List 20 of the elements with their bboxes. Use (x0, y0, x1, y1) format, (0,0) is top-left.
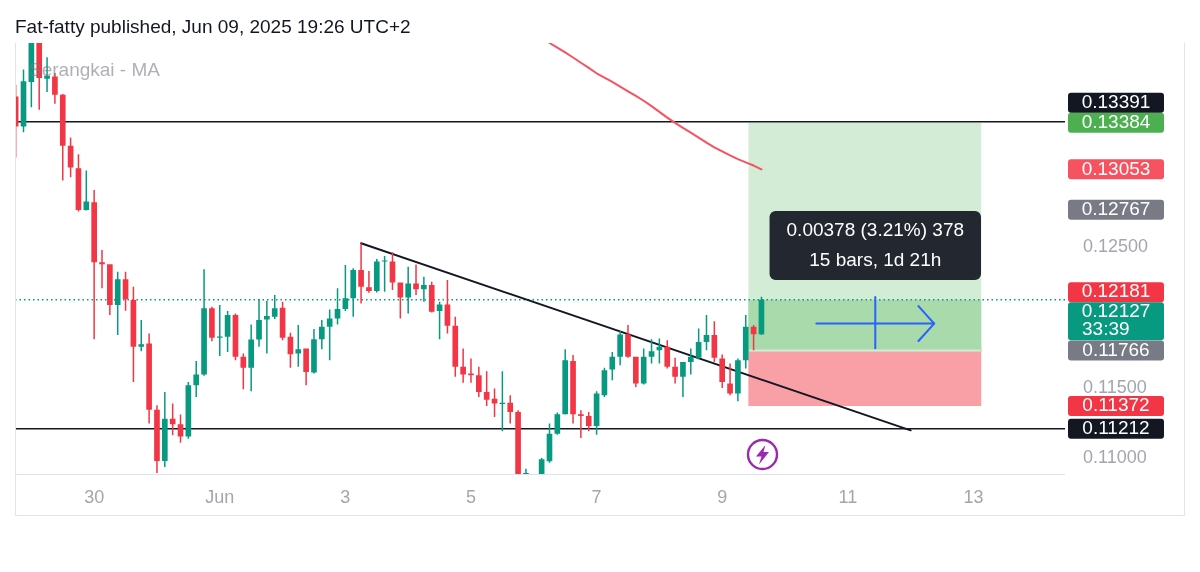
x-tick-label: 9 (717, 486, 728, 507)
y2-tick-label: 0.12767 (1081, 197, 1151, 219)
x-tick-label: 11 (838, 486, 858, 507)
y-tick-label: 0.11000 (1083, 447, 1147, 468)
y2-tick-label: 0.13053 (1081, 157, 1151, 179)
y2-tick-label: 0.11766 (1082, 338, 1150, 360)
ref-line-label: 0.11212 (1082, 416, 1150, 438)
y-tick-label: 0.12500 (1083, 236, 1149, 257)
ref-line-label: 0.12127 33:39 (1081, 300, 1151, 340)
y2-tick-label: 0.12181 (1081, 280, 1151, 302)
x-tick-label: 30 (84, 486, 105, 507)
x-tick-label: 13 (963, 486, 984, 507)
x-tick-label: 3 (340, 486, 351, 507)
annotation: 0.00378 (3.21%) 378 15 bars, 1d 21h (786, 218, 965, 270)
x-tick-label: Jun (205, 486, 235, 507)
chart-title: Fat-fatty published, Jun 09, 2025 19:26 UTC+2 (15, 15, 411, 39)
x-tick-label: 5 (465, 486, 476, 507)
y2-tick-label: 0.13384 (1081, 110, 1151, 132)
x-tick-label: 7 (591, 486, 602, 507)
ref-line-label: 0.13391 (1081, 90, 1151, 112)
